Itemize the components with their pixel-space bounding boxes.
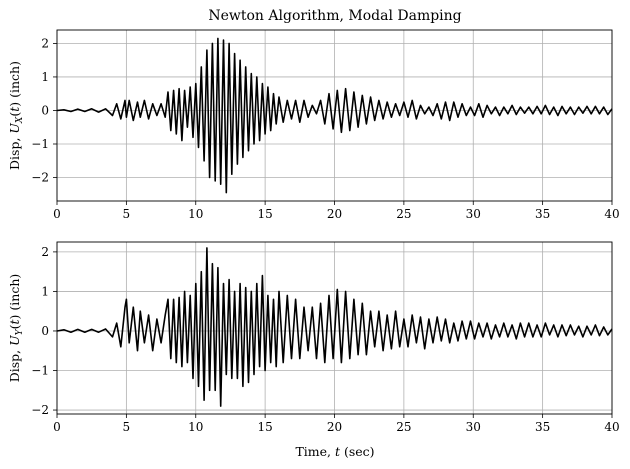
bottom-ylabel-prefix: Disp, <box>7 346 22 382</box>
bottom-xtick-label: 30 <box>466 420 481 434</box>
top-ylabel-sub: X <box>15 116 25 124</box>
top-series-line <box>56 37 613 194</box>
top-ylabel-arg: ( <box>7 112 22 117</box>
top-xtick-label: 10 <box>188 207 203 221</box>
bottom-series-line <box>56 247 613 407</box>
top-grid <box>56 30 613 201</box>
top-xtick-label: 15 <box>257 207 272 221</box>
top-xtick-label: 25 <box>396 207 411 221</box>
top-xtick-label: 40 <box>604 207 619 221</box>
bottom-xtick-label: 5 <box>123 420 131 434</box>
top-xtick-label: 0 <box>53 207 61 221</box>
top-ylabel-t: t <box>7 106 22 112</box>
bottom-ytick-label: 2 <box>41 245 49 259</box>
bottom-ylabel-unit: ) (inch) <box>7 274 22 320</box>
bottom-y-axis-label: Disp, UY(t) (inch) <box>7 274 25 383</box>
top-xtick-label: 30 <box>466 207 481 221</box>
bottom-ylabel-sub: Y <box>15 328 25 335</box>
bottom-xtick-label: 35 <box>535 420 550 434</box>
bottom-xtick-label: 10 <box>188 420 203 434</box>
xlabel-prefix: Time, <box>295 444 335 459</box>
top-axes-frame <box>56 29 613 202</box>
bottom-ytick-label: −2 <box>31 403 49 417</box>
bottom-axes: 0 5 10 15 20 25 30 35 40 −2 −1 0 1 2 Disp, UY(t) (inc… <box>7 241 620 434</box>
bottom-ylabel-var: U <box>7 335 22 346</box>
xlabel-unit: (sec) <box>340 444 375 459</box>
bottom-xtick-label: 15 <box>257 420 272 434</box>
top-ytick-label: 1 <box>41 70 49 84</box>
bottom-ytick-label: 0 <box>41 324 49 338</box>
bottom-ytick-label: −1 <box>31 364 49 378</box>
bottom-xtick-label: 0 <box>53 420 61 434</box>
top-ytick-label: −2 <box>31 171 49 185</box>
xlabel-var: t <box>335 444 341 459</box>
top-xtick-label: 20 <box>327 207 342 221</box>
top-ylabel-unit: ) (inch) <box>7 61 22 107</box>
top-ticks: 0 5 10 15 20 25 30 35 40 −2 −1 0 1 2 <box>31 36 619 221</box>
top-ylabel-prefix: Disp, <box>7 134 22 170</box>
bottom-axes-frame <box>56 241 613 415</box>
top-axes: 0 5 10 15 20 25 30 35 40 −2 −1 0 1 2 Disp, UX(t) (inc… <box>7 29 620 221</box>
top-xtick-label: 5 <box>123 207 131 221</box>
bottom-ticks: 0 5 10 15 20 25 30 35 40 −2 −1 0 1 2 <box>31 245 619 434</box>
top-ytick-label: 2 <box>41 36 49 50</box>
bottom-ylabel-t: t <box>7 318 22 324</box>
bottom-xtick-label: 25 <box>396 420 411 434</box>
top-ytick-label: 0 <box>41 103 49 117</box>
top-ylabel-var: U <box>7 123 22 134</box>
bottom-xtick-label: 20 <box>327 420 342 434</box>
top-y-axis-label: Disp, UX(t) (inch) <box>7 61 25 170</box>
top-ytick-label: −1 <box>31 137 49 151</box>
bottom-xtick-label: 40 <box>604 420 619 434</box>
x-axis-label: Time, t (sec) <box>295 444 374 459</box>
figure-title: Newton Algorithm, Modal Damping <box>208 8 461 24</box>
top-xtick-label: 35 <box>535 207 550 221</box>
bottom-ylabel-arg: ( <box>7 324 22 329</box>
bottom-ytick-label: 1 <box>41 284 49 298</box>
